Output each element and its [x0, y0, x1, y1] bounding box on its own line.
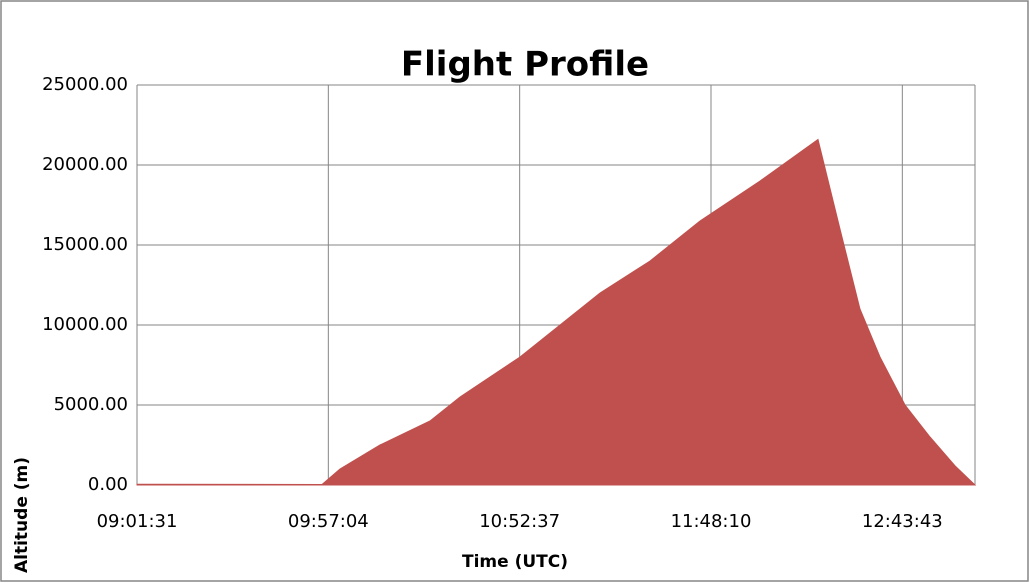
x-tick-label: 11:48:10 — [671, 511, 752, 532]
x-tick-label: 09:01:31 — [97, 511, 178, 532]
x-tick-label: 12:43:43 — [862, 511, 943, 532]
y-tick-label: 5000.00 — [54, 394, 128, 415]
y-tick-label: 0.00 — [88, 474, 128, 495]
area — [136, 138, 977, 486]
x-tick-label: 10:52:37 — [479, 511, 560, 532]
x-axis-label: Time (UTC) — [462, 552, 568, 572]
y-tick-label: 20000.00 — [42, 154, 128, 175]
chart-title: Flight Profile — [401, 45, 649, 85]
x-tick-label: 09:57:04 — [288, 511, 369, 532]
y-tick-label: 15000.00 — [42, 234, 128, 255]
y-tick-label: 25000.00 — [42, 74, 128, 95]
y-axis-label: Altitude (m) — [12, 457, 32, 573]
y-tick-label: 10000.00 — [42, 314, 128, 335]
